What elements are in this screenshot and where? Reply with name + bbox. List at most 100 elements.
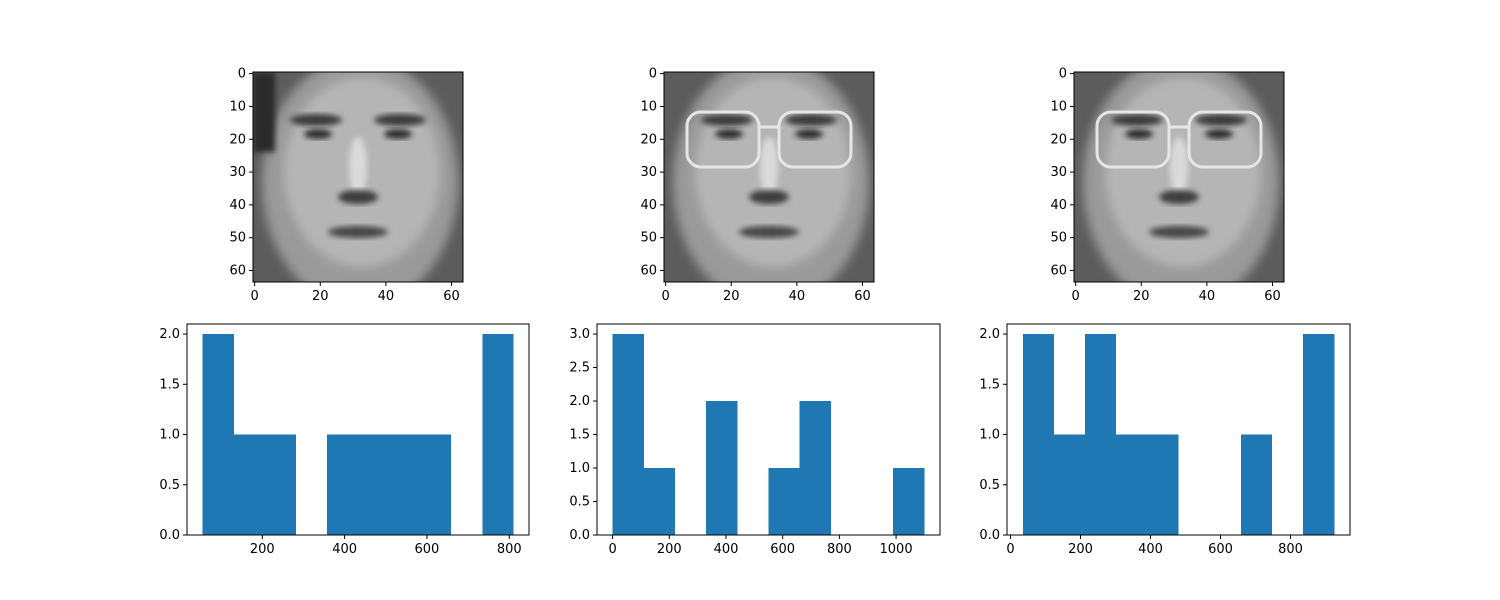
y-tick-label: 0.5 <box>569 495 590 510</box>
y-tick-label: 1.0 <box>979 428 1000 443</box>
histogram-bar <box>768 468 800 535</box>
x-tick-label: 1000 <box>880 542 913 557</box>
histogram-bar <box>326 434 359 535</box>
histogram-bar <box>706 401 738 535</box>
y-tick-label: 2.0 <box>569 394 590 409</box>
x-tick-label: 40 <box>789 289 806 304</box>
y-tick-label: 60 <box>640 264 657 279</box>
histogram-bar <box>264 434 297 535</box>
y-tick-label: 10 <box>1050 99 1067 114</box>
histogram-chart: 0 200 400 600 800 1000 0.0 0.5 1.0 1.5 2.0 2.5 3.0 <box>569 323 941 557</box>
y-tick-label: 0.0 <box>159 528 180 543</box>
x-tick-label: 200 <box>657 542 682 557</box>
x-tick-label: 200 <box>1068 542 1093 557</box>
y-tick-label: 0 <box>649 67 657 82</box>
histogram-bar <box>233 434 265 535</box>
y-tick-label: 2.0 <box>979 327 1000 342</box>
histogram-panels: 200 400 600 800 0.0 0.5 1.0 1.5 2.0 0 200 400 600 800… <box>159 323 1351 557</box>
histogram-bar <box>643 468 675 535</box>
y-tick-label: 0 <box>1059 67 1067 82</box>
y-tick-label: 1.0 <box>569 461 590 476</box>
y-tick-label: 20 <box>1050 132 1067 147</box>
y-tick-label: 40 <box>640 198 657 213</box>
x-tick-label: 800 <box>1278 542 1303 557</box>
histogram-bar <box>893 468 925 535</box>
y-tick-label: 60 <box>229 264 246 279</box>
y-tick-label: 30 <box>1050 165 1067 180</box>
y-tick-label: 1.5 <box>159 377 180 392</box>
image-panels: 0 20 40 60 0 10 20 30 40 50 60 0 20 40 60 0 10 20 30 40 50 60… <box>229 67 1285 304</box>
x-tick-label: 800 <box>497 542 522 557</box>
x-tick-label: 20 <box>723 289 740 304</box>
y-tick-label: 30 <box>640 165 657 180</box>
histogram-bar <box>389 434 421 535</box>
histogram-bar <box>1147 434 1179 535</box>
y-tick-label: 40 <box>1050 198 1067 213</box>
histogram-bar <box>1116 434 1148 535</box>
x-tick-label: 400 <box>714 542 739 557</box>
histogram-bar <box>1240 434 1272 535</box>
histogram-bar <box>799 401 831 535</box>
histogram-bar <box>202 334 234 535</box>
y-tick-label: 50 <box>640 231 657 246</box>
y-tick-label: 1.5 <box>979 377 1000 392</box>
x-tick-label: 600 <box>415 542 440 557</box>
x-tick-label: 0 <box>1006 542 1014 557</box>
face-image-panel: 0 20 40 60 0 10 20 30 40 50 60 <box>1050 67 1285 304</box>
y-tick-label: 10 <box>640 99 657 114</box>
histogram-bar <box>1303 334 1335 535</box>
x-tick-label: 200 <box>250 542 275 557</box>
y-tick-label: 0.5 <box>159 478 180 493</box>
y-tick-label: 20 <box>640 132 657 147</box>
y-tick-label: 10 <box>229 99 246 114</box>
x-tick-label: 60 <box>443 289 460 304</box>
histogram-bar <box>1053 434 1086 535</box>
face-image-panel: 0 20 40 60 0 10 20 30 40 50 60 <box>640 67 875 304</box>
y-tick-label: 50 <box>1050 231 1067 246</box>
x-tick-label: 600 <box>1208 542 1233 557</box>
y-tick-label: 0.0 <box>569 528 590 543</box>
x-tick-label: 800 <box>827 542 852 557</box>
y-tick-label: 1.5 <box>569 428 590 443</box>
x-tick-label: 20 <box>1133 289 1150 304</box>
x-tick-label: 400 <box>1138 542 1163 557</box>
y-tick-label: 3.0 <box>569 327 590 342</box>
face-image-panel: 0 20 40 60 0 10 20 30 40 50 60 <box>229 67 464 304</box>
x-tick-label: 0 <box>662 289 670 304</box>
y-tick-label: 1.0 <box>159 428 180 443</box>
x-tick-label: 60 <box>854 289 871 304</box>
x-tick-label: 0 <box>608 542 616 557</box>
histogram-bar <box>358 434 390 535</box>
axes-frame <box>186 323 530 536</box>
y-tick-label: 2.0 <box>159 327 180 342</box>
histogram-chart: 200 400 600 800 0.0 0.5 1.0 1.5 2.0 <box>159 323 530 557</box>
histogram-bar <box>612 334 644 535</box>
x-tick-label: 40 <box>378 289 395 304</box>
y-tick-label: 0 <box>238 67 246 82</box>
y-tick-label: 30 <box>229 165 246 180</box>
x-tick-label: 60 <box>1264 289 1281 304</box>
image-frame <box>1073 71 1285 283</box>
x-tick-label: 600 <box>770 542 795 557</box>
histogram-chart: 0 200 400 600 800 0.0 0.5 1.0 1.5 2.0 <box>979 323 1351 557</box>
image-frame <box>663 71 875 283</box>
y-tick-label: 0.5 <box>979 478 1000 493</box>
y-tick-label: 20 <box>229 132 246 147</box>
x-tick-label: 0 <box>1072 289 1080 304</box>
y-tick-label: 40 <box>229 198 246 213</box>
x-tick-label: 40 <box>1199 289 1216 304</box>
axes-frame <box>1006 323 1351 536</box>
axes-frame <box>596 323 941 536</box>
x-tick-label: 400 <box>332 542 357 557</box>
y-tick-label: 60 <box>1050 264 1067 279</box>
histogram-bar <box>420 434 452 535</box>
y-tick-label: 2.5 <box>569 361 590 376</box>
histogram-bar <box>1022 334 1054 535</box>
histogram-bar <box>482 334 514 535</box>
x-tick-label: 0 <box>251 289 259 304</box>
y-tick-label: 50 <box>229 231 246 246</box>
x-tick-label: 20 <box>312 289 329 304</box>
image-frame <box>252 71 464 283</box>
histogram-bar <box>1085 334 1117 535</box>
